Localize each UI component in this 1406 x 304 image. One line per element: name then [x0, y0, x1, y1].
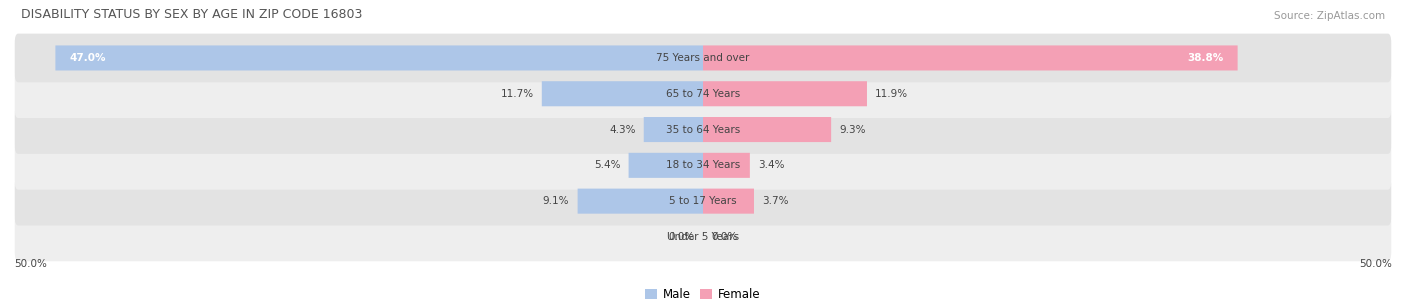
FancyBboxPatch shape	[541, 81, 703, 106]
Text: 38.8%: 38.8%	[1188, 53, 1223, 63]
Text: 5 to 17 Years: 5 to 17 Years	[669, 196, 737, 206]
FancyBboxPatch shape	[628, 153, 703, 178]
Text: 75 Years and over: 75 Years and over	[657, 53, 749, 63]
FancyBboxPatch shape	[14, 177, 1392, 226]
Text: DISABILITY STATUS BY SEX BY AGE IN ZIP CODE 16803: DISABILITY STATUS BY SEX BY AGE IN ZIP C…	[21, 8, 363, 21]
Text: 0.0%: 0.0%	[711, 232, 738, 242]
FancyBboxPatch shape	[703, 153, 749, 178]
FancyBboxPatch shape	[55, 45, 703, 71]
Text: 65 to 74 Years: 65 to 74 Years	[666, 89, 740, 99]
Text: 4.3%: 4.3%	[609, 125, 636, 135]
Text: 11.9%: 11.9%	[876, 89, 908, 99]
Text: Under 5 Years: Under 5 Years	[666, 232, 740, 242]
FancyBboxPatch shape	[14, 212, 1392, 261]
Text: 35 to 64 Years: 35 to 64 Years	[666, 125, 740, 135]
FancyBboxPatch shape	[578, 188, 703, 214]
FancyBboxPatch shape	[644, 117, 703, 142]
FancyBboxPatch shape	[14, 34, 1392, 82]
FancyBboxPatch shape	[14, 105, 1392, 154]
Text: 50.0%: 50.0%	[1360, 259, 1392, 269]
Text: 3.7%: 3.7%	[762, 196, 789, 206]
Text: 9.1%: 9.1%	[543, 196, 569, 206]
Text: 9.3%: 9.3%	[839, 125, 866, 135]
Text: 50.0%: 50.0%	[14, 259, 46, 269]
Text: 0.0%: 0.0%	[668, 232, 695, 242]
Text: 3.4%: 3.4%	[758, 160, 785, 170]
Text: Source: ZipAtlas.com: Source: ZipAtlas.com	[1274, 11, 1385, 21]
FancyBboxPatch shape	[703, 81, 868, 106]
FancyBboxPatch shape	[703, 117, 831, 142]
FancyBboxPatch shape	[14, 69, 1392, 118]
FancyBboxPatch shape	[703, 188, 754, 214]
Legend: Male, Female: Male, Female	[645, 288, 761, 301]
Text: 47.0%: 47.0%	[69, 53, 105, 63]
Text: 18 to 34 Years: 18 to 34 Years	[666, 160, 740, 170]
FancyBboxPatch shape	[703, 45, 1237, 71]
Text: 5.4%: 5.4%	[593, 160, 620, 170]
FancyBboxPatch shape	[14, 141, 1392, 190]
Text: 11.7%: 11.7%	[501, 89, 533, 99]
